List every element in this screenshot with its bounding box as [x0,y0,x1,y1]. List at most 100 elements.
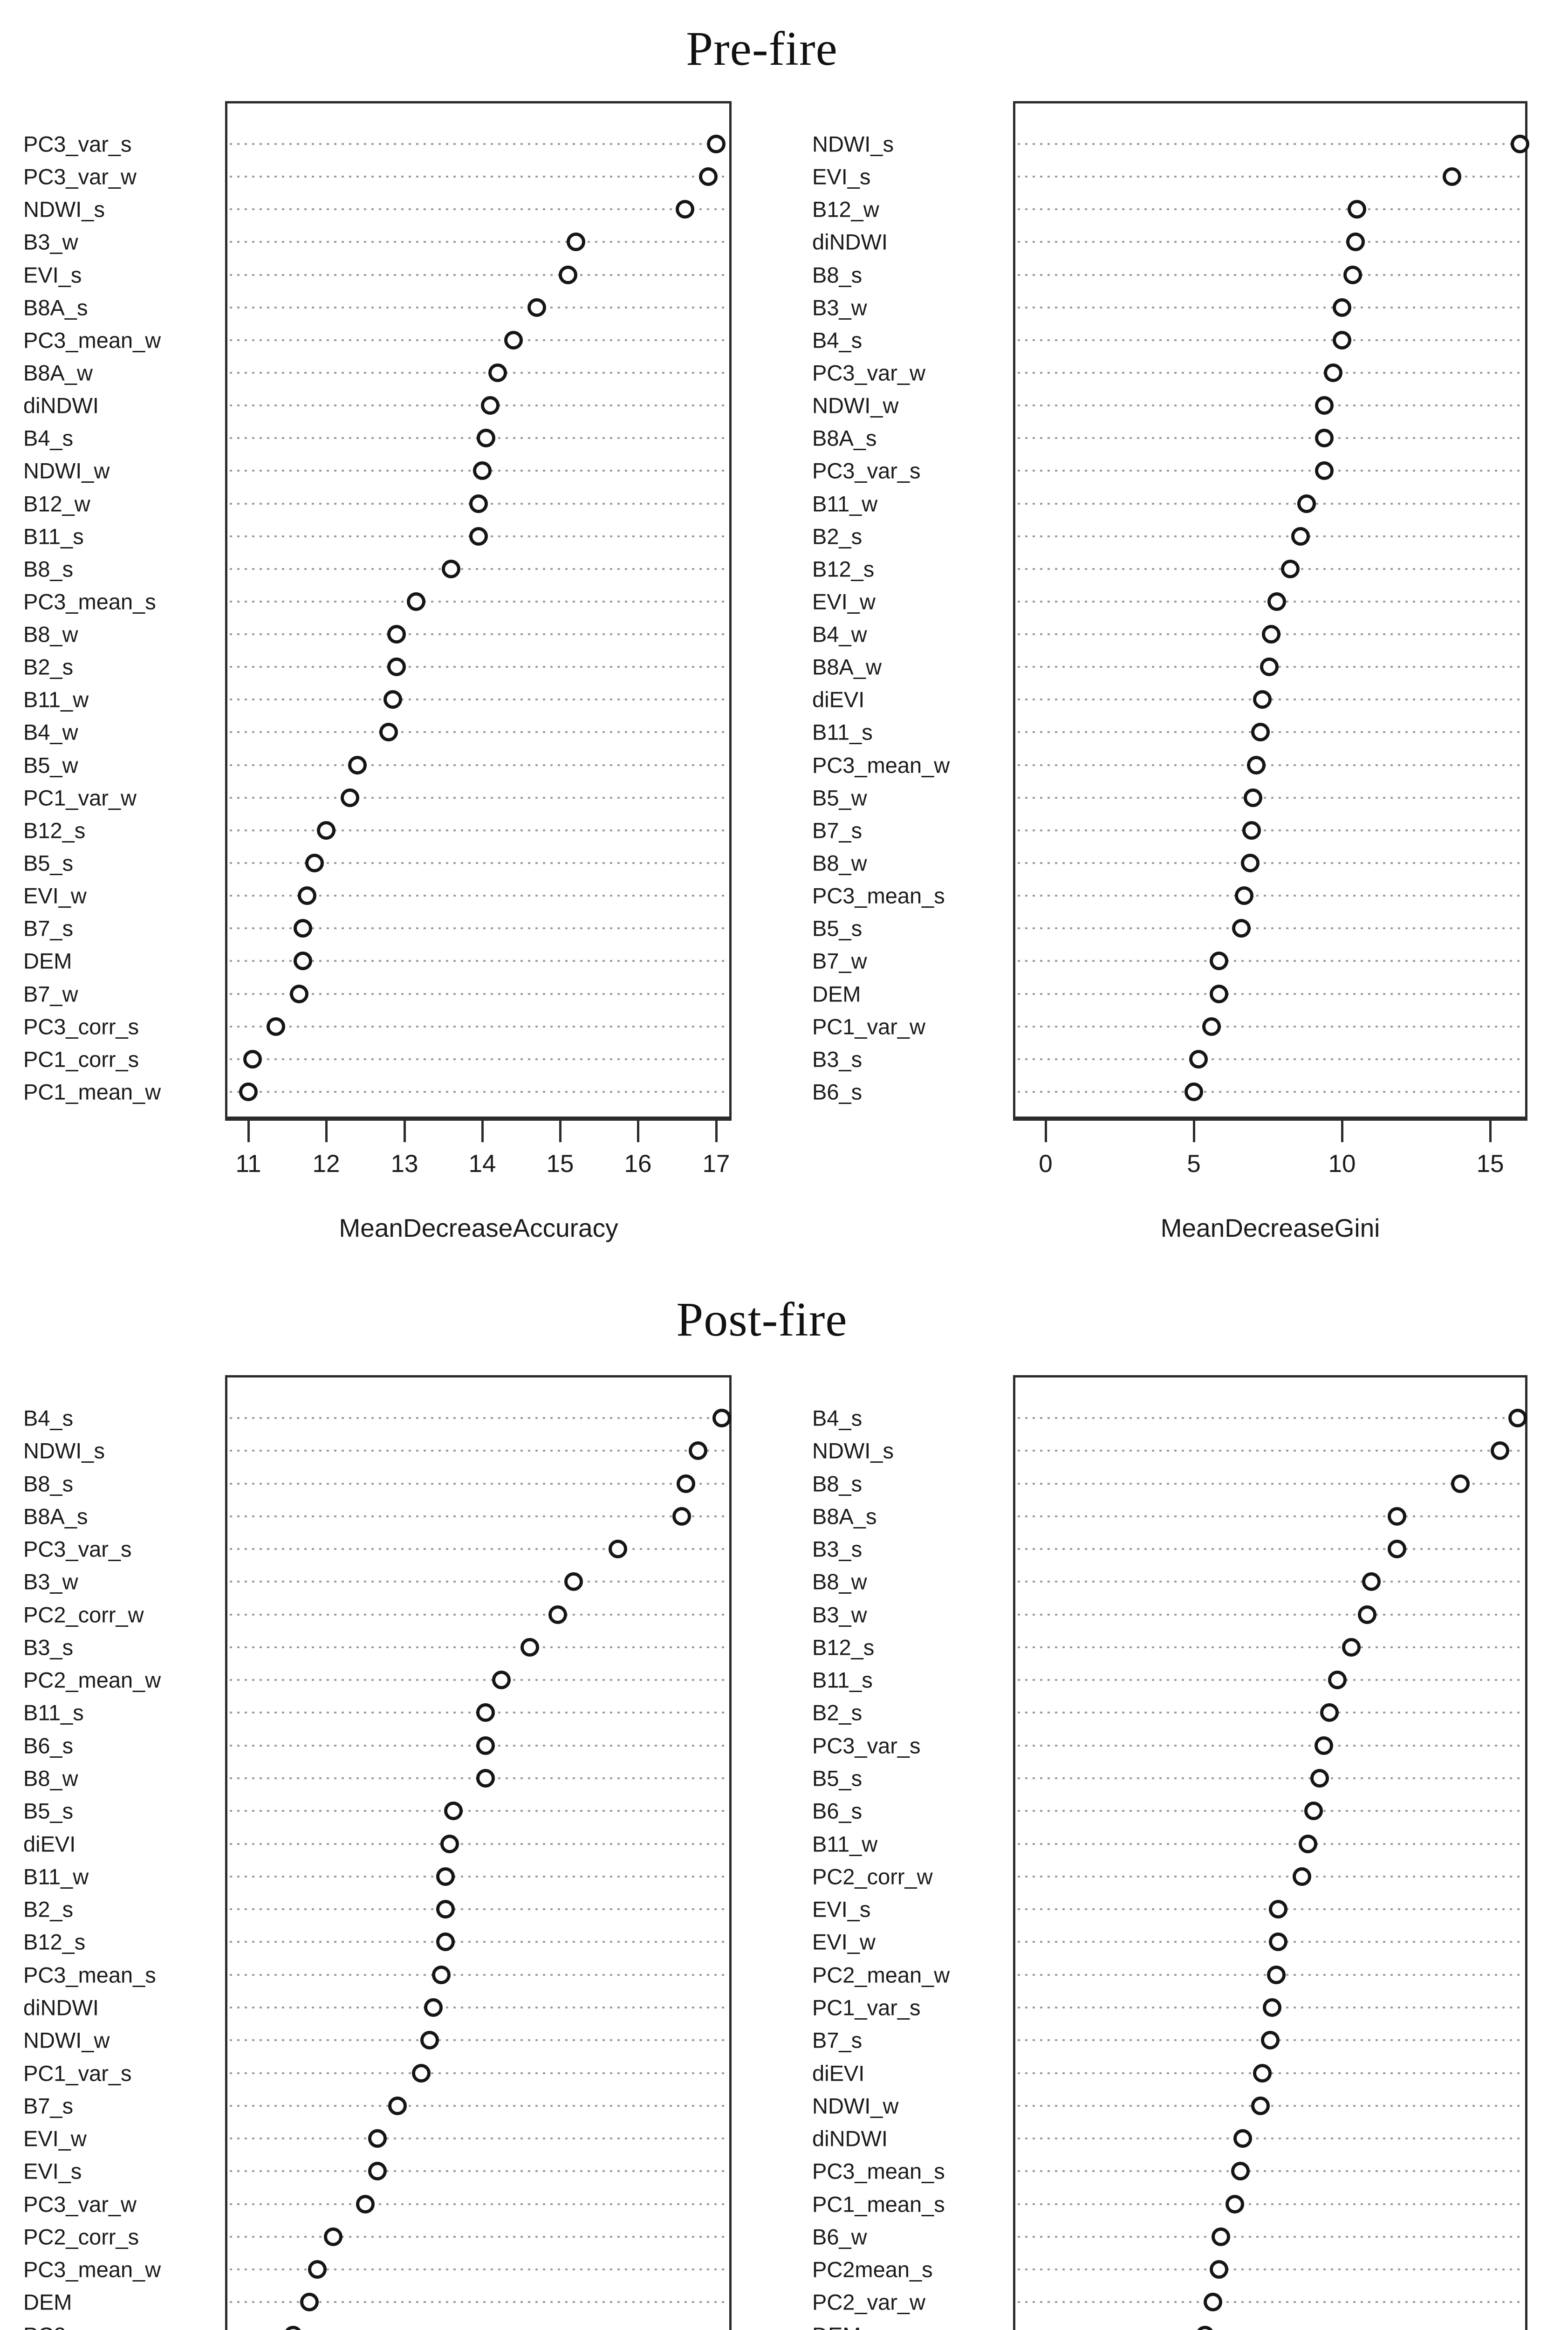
axis-tick-label: 10 [1328,1150,1356,1178]
data-point [1304,1802,1323,1820]
axis-tick [637,1121,639,1142]
gridline [230,927,727,929]
gridline [230,208,727,210]
gridline [230,568,727,570]
data-point [477,429,495,447]
gridline [230,1876,727,1878]
gridline [1018,339,1523,341]
data-point [305,854,324,872]
data-point [1320,1703,1339,1722]
data-point [1358,1605,1376,1624]
gridline [1018,535,1523,537]
gridline [230,1581,727,1583]
category-label: diEVI [812,2061,865,2086]
gridline [1018,2236,1523,2238]
gridline [230,372,727,374]
category-label: PC3_mean_w [23,328,161,353]
category-label: diEVI [812,687,865,712]
gridline [1018,862,1523,864]
gridline [1018,1417,1523,1419]
gridline [1018,437,1523,439]
axis-tick-label: 14 [468,1150,496,1178]
gridline [230,2072,727,2074]
gridline [230,960,727,962]
category-label: NDWI_w [23,458,110,483]
category-label: B8_w [23,1766,78,1791]
gridline [1018,2301,1523,2303]
gridline [230,1679,727,1681]
category-label: PC3_var_w [812,360,925,385]
data-point [469,494,488,513]
data-point [300,2293,319,2311]
category-label: PC2_mean_w [23,1667,161,1693]
axis-tick-label: 12 [312,1150,340,1178]
gridline [1018,1026,1523,1028]
gridline [230,404,727,406]
data-point [676,200,694,219]
data-point [290,985,308,1003]
data-point [444,1802,463,1820]
category-label: B5_s [23,1798,74,1823]
gridline [1018,731,1523,733]
gridline [1018,470,1523,472]
gridline [230,633,727,635]
category-label: B4_s [23,425,74,451]
category-label: B11_w [23,687,89,712]
gridline [1018,2105,1523,2107]
category-label: B8_w [812,1569,867,1594]
category-label: B4_w [812,622,867,647]
data-point [1346,233,1365,251]
category-label: B7_s [23,916,74,941]
gridline [230,2236,727,2238]
category-label: B6_s [23,1733,74,1758]
category-label: B3_s [812,1536,863,1562]
data-point [407,592,425,611]
data-point [442,560,460,578]
gridline [230,1026,727,1028]
data-point [1242,821,1261,840]
gridline [1018,2268,1523,2270]
gridline [1018,927,1523,929]
category-label: B5_w [812,785,867,810]
data-point [1362,1572,1381,1591]
data-point [520,1638,539,1657]
data-point [356,2195,375,2214]
gridline [1018,1810,1523,1812]
category-label: B5_w [23,753,78,778]
category-label: B7_s [812,2028,863,2053]
category-label: NDWI_s [23,1438,105,1463]
axis-tick-label: 15 [546,1150,574,1178]
data-point [1185,1083,1203,1101]
category-label: B12_s [812,1635,875,1660]
gridline [1018,797,1523,799]
data-point [436,1900,455,1919]
category-label: DEM [812,2324,861,2330]
gridline [230,764,727,766]
gridline [230,666,727,668]
gridline [1018,1058,1523,1060]
axis-tick-label: 0 [1039,1150,1053,1178]
data-point [1269,1900,1287,1919]
gridline [1018,241,1523,243]
category-label: PC3_mean_s [812,2159,945,2184]
gridline [1018,1646,1523,1648]
category-label: B11_w [23,1864,89,1889]
data-point [1244,788,1262,807]
data-point [1310,1769,1329,1788]
data-point [567,233,585,251]
data-point [294,952,312,970]
data-point [1491,1441,1509,1460]
data-point [677,1474,695,1493]
data-point [1333,298,1351,317]
gridline [1018,1450,1523,1452]
category-label: PC3_mean_w [23,2257,161,2282]
gridline [230,699,727,700]
category-label: B8A_w [23,360,93,385]
gridline [230,2138,727,2139]
gridline [230,1515,727,1517]
category-label: B4_s [23,1405,74,1431]
category-label: PC3_corr_s [23,1014,139,1039]
data-point [527,298,546,317]
gridline [230,1091,727,1093]
